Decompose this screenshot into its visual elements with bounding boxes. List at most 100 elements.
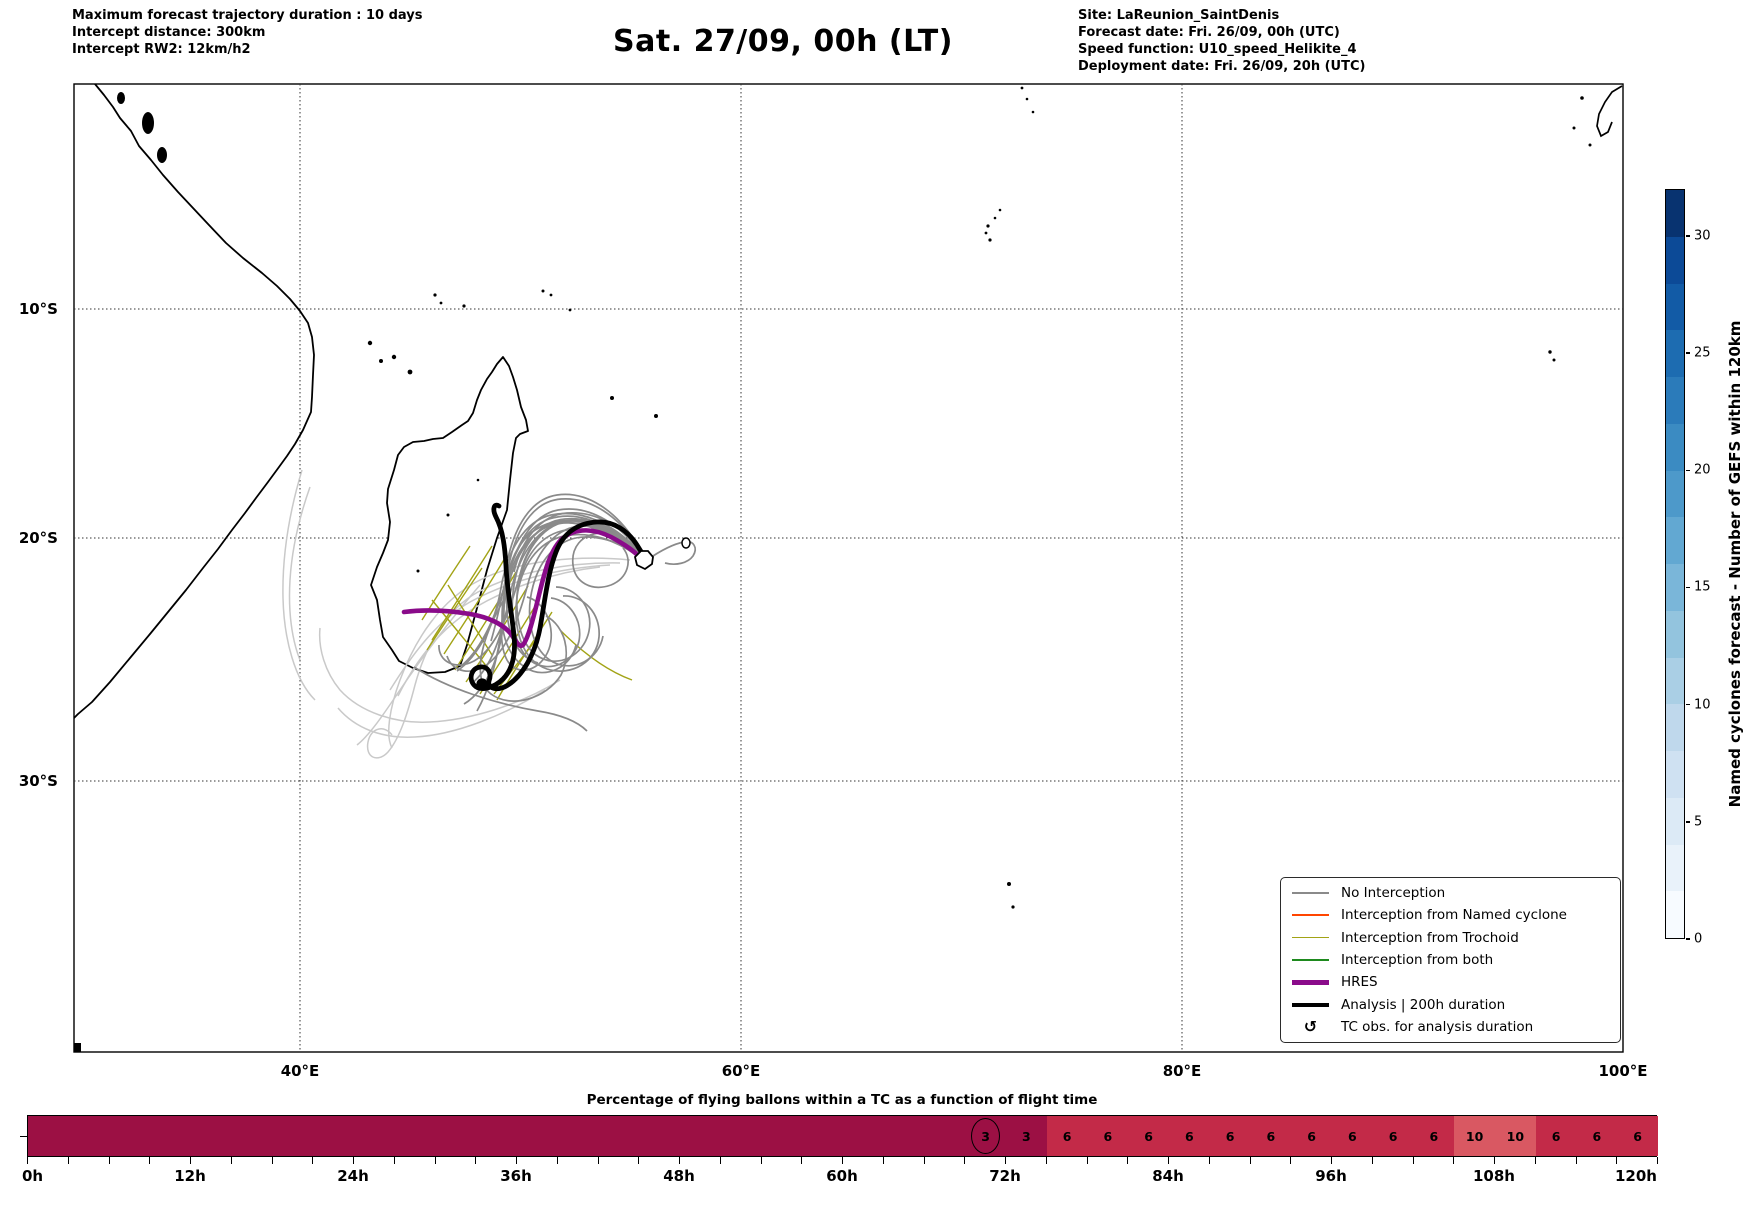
legend-line	[1292, 936, 1329, 939]
flight-bar-segment: 6	[1576, 1116, 1618, 1156]
time-axis-tick	[1168, 1157, 1170, 1164]
colorbar-segment	[1666, 657, 1684, 705]
time-axis-tick	[1290, 1157, 1292, 1164]
time-axis-tick	[149, 1157, 151, 1164]
time-axis-tick	[801, 1157, 803, 1164]
africa-coastline	[74, 84, 315, 720]
colorbar-tick	[1686, 704, 1690, 706]
reunion-island	[634, 550, 654, 571]
legend-line	[1292, 959, 1329, 961]
time-axis-tick	[434, 1157, 436, 1164]
time-axis-tick	[312, 1157, 314, 1164]
tc-observation-marker	[476, 678, 488, 690]
time-axis-label: 36h	[500, 1167, 532, 1185]
time-axis-tick	[190, 1157, 192, 1164]
speed-function-line: Speed function: U10_speed_Helikite_4	[1078, 42, 1357, 57]
flight-bar-value: 6	[1551, 1128, 1561, 1144]
time-axis-tick	[1453, 1157, 1455, 1164]
time-axis-tick	[719, 1157, 721, 1164]
flight-bar-value: 6	[1185, 1128, 1194, 1144]
flight-bar-value: 6	[1348, 1128, 1357, 1144]
legend-item: HRES	[1281, 972, 1620, 993]
colorbar-segment	[1666, 751, 1684, 798]
time-axis-tick	[923, 1157, 925, 1164]
flight-bar-segment	[28, 1116, 966, 1156]
time-axis-tick	[271, 1157, 273, 1164]
graticule-gridlines	[74, 84, 1623, 1052]
lat-tick-label: 10°S	[18, 300, 58, 318]
flight-bar-segment: 6	[1169, 1116, 1210, 1156]
legend-item-label: Interception from both	[1341, 952, 1494, 968]
colorbar-tick-label: 15	[1694, 579, 1711, 595]
legend-line	[1292, 980, 1329, 985]
colorbar-segment	[1666, 797, 1684, 845]
colorbar-segment	[1666, 610, 1684, 658]
flight-bar-segment: 6	[1372, 1116, 1414, 1156]
colorbar-segment	[1666, 704, 1684, 751]
legend-item-label: Analysis | 200h duration	[1341, 996, 1506, 1013]
time-axis-tick	[556, 1157, 558, 1164]
flight-bar-segment: 6	[1128, 1116, 1169, 1156]
colorbar-segment	[1666, 470, 1684, 518]
time-axis-tick	[882, 1157, 884, 1164]
legend-item: Interception from both	[1281, 950, 1620, 971]
time-axis-tick	[27, 1157, 29, 1164]
flight-bar-segment: 3	[1006, 1116, 1047, 1156]
flight-bar-value-circled: 3	[971, 1118, 1001, 1154]
time-axis-label: 72h	[989, 1167, 1021, 1185]
flight-bar-value: 6	[1388, 1128, 1398, 1144]
legend-line	[1292, 914, 1329, 917]
lat-tick-label: 20°S	[18, 529, 58, 547]
time-axis-tick	[1412, 1157, 1414, 1164]
colorbar-tick-label: 10	[1694, 697, 1711, 713]
time-axis-tick	[1534, 1157, 1536, 1164]
flight-bar-segment: 6	[1413, 1116, 1455, 1156]
time-axis-tick	[1005, 1157, 1007, 1164]
flight-bar-value: 10	[1506, 1128, 1525, 1144]
flight-bar-value: 6	[1225, 1128, 1235, 1144]
flight-bar-segment: 6	[1332, 1116, 1373, 1156]
flight-bar-value: 6	[1429, 1128, 1439, 1144]
flight-bar-segment: 6	[1617, 1116, 1658, 1156]
time-axis-tick	[1371, 1157, 1373, 1164]
flight-bar-value: 6	[1307, 1128, 1316, 1144]
flight-time-bar: 3 3 6 6 6 6 6 6 6 6 6 6 10 10 6 6 6	[27, 1115, 1658, 1157]
colorbar-segment	[1666, 564, 1684, 611]
forecast-params-block: Maximum forecast trajectory duration : 1…	[72, 7, 423, 58]
intercept-distance-line: Intercept distance: 300km	[72, 25, 266, 40]
intercept-rw2-line: Intercept RW2: 12km/h2	[72, 42, 251, 57]
time-axis-tick	[842, 1157, 844, 1164]
coast-fragment-corner	[74, 1043, 81, 1052]
colorbar-segment	[1666, 891, 1684, 938]
time-axis-tick	[1575, 1157, 1577, 1164]
time-axis-tick	[1127, 1157, 1129, 1164]
time-axis-label: 60h	[826, 1167, 858, 1185]
legend-item: ↺ TC obs. for analysis duration	[1281, 1017, 1620, 1038]
legend-line	[1292, 892, 1329, 894]
flight-bar-value: 6	[1144, 1128, 1153, 1144]
time-axis-label: 12h	[174, 1167, 206, 1185]
lon-tick-label: 40°E	[280, 1062, 320, 1080]
legend-item-label: Interception from Trochoid	[1341, 929, 1519, 946]
lon-tick-label: 80°E	[1162, 1062, 1202, 1080]
time-axis-tick	[1657, 1157, 1659, 1164]
flight-bar-value: 6	[1633, 1128, 1642, 1144]
colorbar-segment	[1666, 844, 1684, 892]
legend-line-swatch	[1292, 914, 1329, 917]
time-axis-tick	[1086, 1157, 1088, 1164]
flight-bar-title: Percentage of flying ballons within a TC…	[586, 1092, 1098, 1108]
time-axis-tick	[964, 1157, 966, 1164]
colorbar-segment	[1666, 517, 1684, 564]
time-axis-tick	[638, 1157, 640, 1164]
legend-item-label: TC obs. for analysis duration	[1341, 1019, 1534, 1036]
time-axis-tick	[679, 1157, 681, 1164]
time-axis-label: 84h	[1152, 1167, 1184, 1185]
flight-bar-segment: 6	[1291, 1116, 1332, 1156]
legend-line-swatch	[1292, 980, 1329, 985]
flight-bar-value: 6	[1062, 1128, 1072, 1144]
time-axis-tick	[353, 1157, 355, 1164]
colorbar-segment	[1666, 377, 1684, 424]
colorbar-segment	[1666, 283, 1684, 331]
time-axis-label: 48h	[663, 1167, 695, 1185]
flight-bar-segment: 6	[1535, 1116, 1577, 1156]
